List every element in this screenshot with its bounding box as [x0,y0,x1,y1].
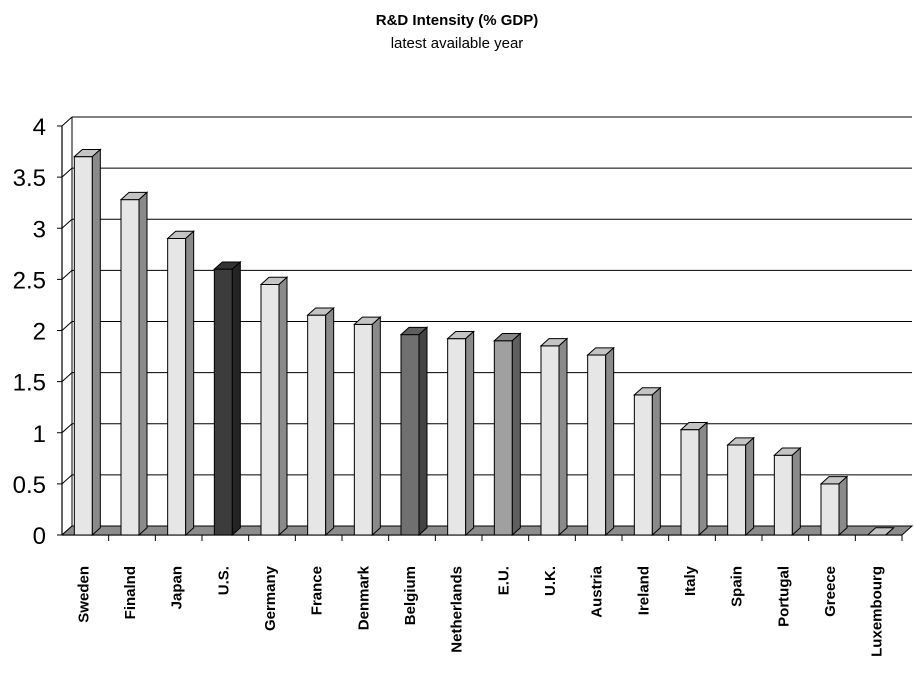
bar-side [605,346,615,537]
gridline-slant [61,372,73,382]
bar-front [540,345,560,536]
bar [586,346,615,537]
gridline-slant [61,474,73,485]
bar-side [885,527,895,536]
bar-side [138,191,148,537]
bar-front [167,237,187,536]
bar [773,446,802,537]
bar-side [838,475,848,537]
x-tick-label: Italy [682,565,699,596]
bar-front [213,268,233,536]
bar [539,337,569,537]
y-tick-label: 1 [33,421,46,448]
bar-side [558,337,568,537]
bar-side [185,230,195,537]
bar-side [791,446,801,537]
x-tick-label: Greece [822,566,839,617]
bar-side [91,148,101,537]
bar-front [307,314,327,536]
bar-side [231,260,241,537]
bar-side [511,332,521,537]
gridline-slant [61,116,73,127]
x-tick-label: Belgium [402,566,419,625]
x-tick-label: U.S. [215,566,232,595]
x-tick-label: U.K. [542,566,559,596]
y-tick-label: 0.5 [13,472,46,499]
bar-front [260,283,280,536]
bar [679,421,709,537]
bar-side [418,326,428,537]
bar-side [278,276,288,537]
bar [119,191,149,537]
x-tick-label: Ireland [635,566,652,615]
bar-front [493,340,513,536]
x-tick-label: E.U. [495,566,512,595]
bar-side [698,421,708,537]
y-tick-label: 1.5 [13,370,46,397]
x-tick-labels: Sweden Finalnd Japan U.S. Germany France Denma… [75,565,885,657]
bar [726,436,755,537]
chart-subtitle: latest available year [390,35,524,52]
bar [213,260,242,537]
bar-side [325,306,335,537]
bar [306,306,335,537]
bar [353,316,382,537]
bar [633,386,662,537]
y-tick-labels: 0 0.5 1 1.5 2 2.5 3 3.5 4 [13,114,46,550]
x-tick-label: Austria [589,565,606,617]
bar-front [727,444,747,536]
bar [446,330,475,537]
bars [73,148,895,537]
y-tick-label: 2.5 [13,267,46,294]
bar-front [633,394,653,536]
x-tick-label: Finalnd [122,566,139,619]
x-tick-label: Spain [729,566,746,607]
bar-front [353,323,373,536]
x-tick-label: France [309,566,326,615]
bar-side [371,316,381,537]
bar [493,332,522,537]
gridline-slant [61,321,73,331]
bar-front [773,454,793,536]
y-tick-label: 2 [33,319,46,346]
bar-front [400,334,420,536]
bar [166,230,195,537]
x-tick-label: Netherlands [449,566,466,653]
x-tick-label: Germany [262,565,279,631]
bar [819,475,849,537]
bar-front [73,156,93,536]
gridline-slant [61,167,73,178]
chart-title: R&D Intensity (% GDP) [375,12,539,29]
gridline-slant [61,423,73,434]
bar-front [820,483,840,536]
gridline-slant [61,270,73,280]
y-tick-label: 3.5 [13,165,46,192]
gridlines [61,116,912,536]
x-tick-label: Luxembourg [869,566,886,657]
x-tick-label: Denmark [355,565,372,630]
bar-front [447,338,467,536]
bar-side [651,386,661,537]
bar-front [120,199,140,536]
bar [399,326,429,537]
gridline-slant [61,218,73,229]
y-tick-label: 3 [33,216,46,243]
bar-front [680,429,700,536]
bar-front [587,354,607,536]
y-tick-label: 4 [33,114,46,141]
bar [73,148,102,537]
x-tick-label: Sweden [75,566,92,623]
bar-side [465,330,475,537]
x-tick-label: Japan [169,566,186,609]
y-tick-label: 0 [33,523,46,550]
bar [866,527,895,536]
bar-side [745,436,755,537]
bar [259,276,289,537]
x-tick-label: Portugal [775,566,792,627]
